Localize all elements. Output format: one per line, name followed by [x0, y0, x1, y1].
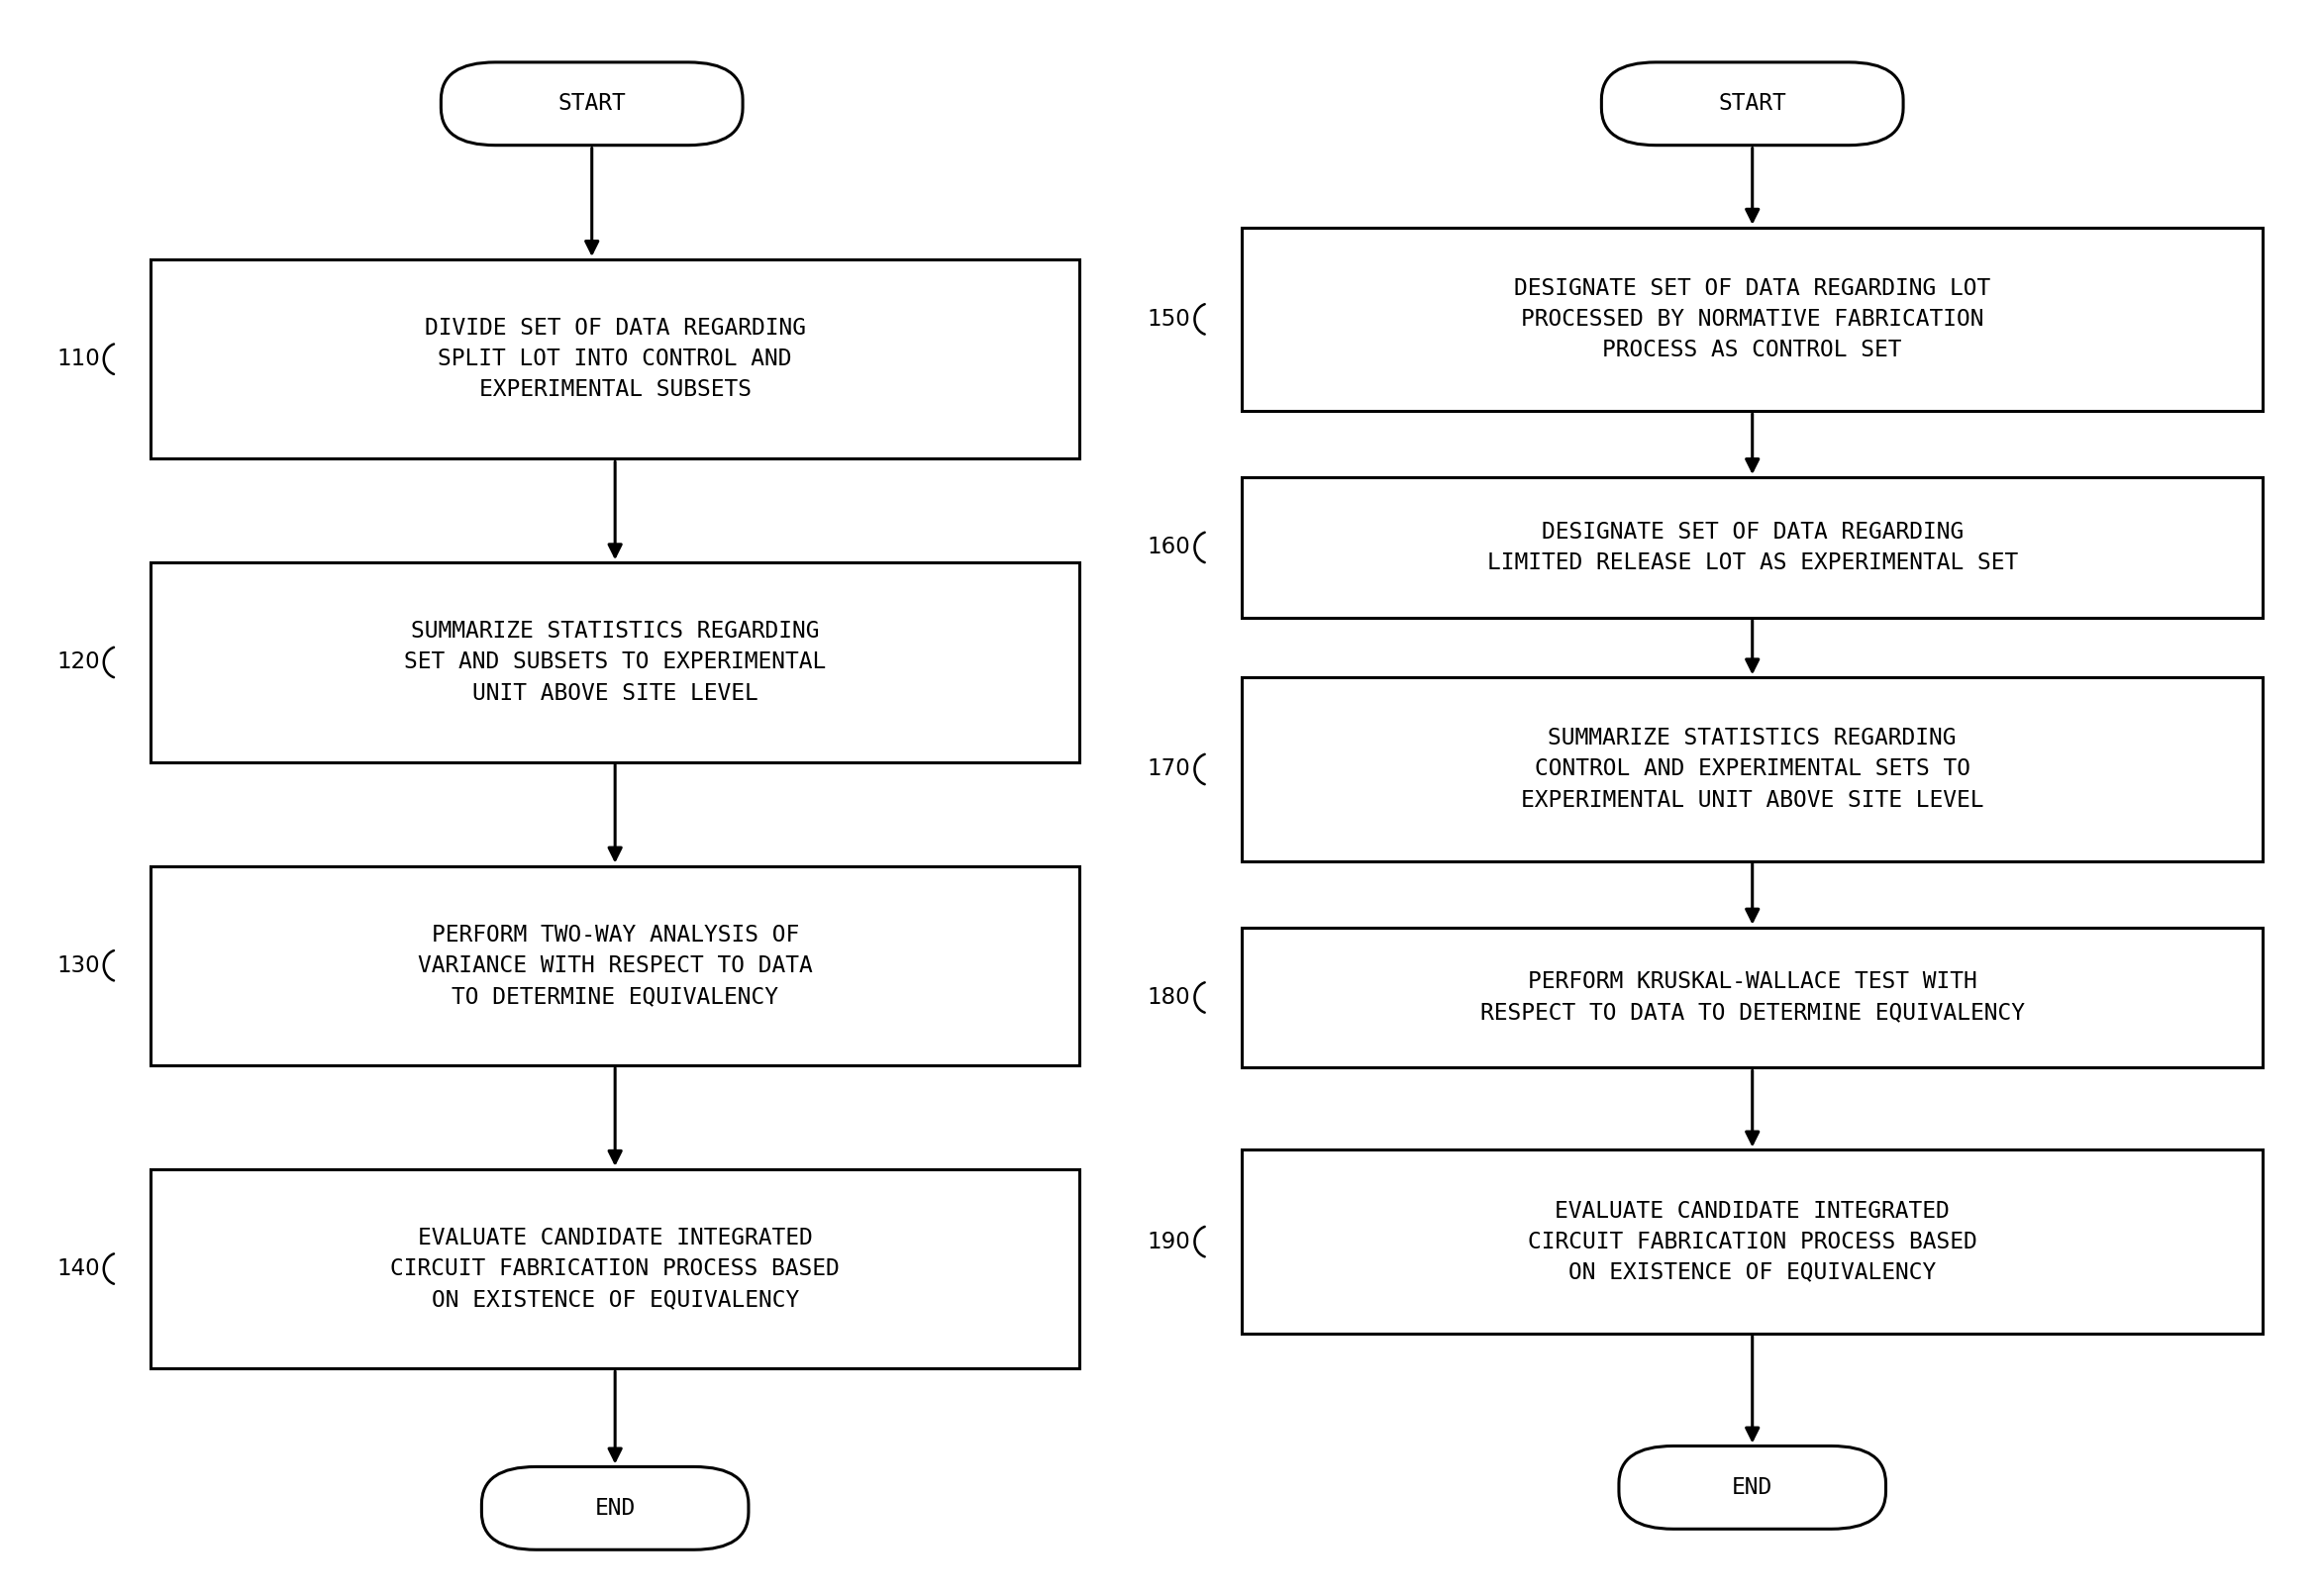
Text: 120: 120 — [56, 651, 100, 674]
Bar — [1242, 1149, 2263, 1333]
Text: 170: 170 — [1147, 758, 1191, 780]
Text: END: END — [594, 1497, 636, 1519]
Text: EVALUATE CANDIDATE INTEGRATED
CIRCUIT FABRICATION PROCESS BASED
ON EXISTENCE OF : EVALUATE CANDIDATE INTEGRATED CIRCUIT FA… — [1527, 1200, 1977, 1283]
Text: SUMMARIZE STATISTICS REGARDING
CONTROL AND EXPERIMENTAL SETS TO
EXPERIMENTAL UNI: SUMMARIZE STATISTICS REGARDING CONTROL A… — [1520, 728, 1984, 811]
Text: START: START — [557, 93, 627, 115]
Text: 160: 160 — [1147, 536, 1191, 559]
Bar — [1242, 228, 2263, 410]
Text: DIVIDE SET OF DATA REGARDING
SPLIT LOT INTO CONTROL AND
EXPERIMENTAL SUBSETS: DIVIDE SET OF DATA REGARDING SPLIT LOT I… — [425, 318, 805, 401]
Bar — [151, 865, 1079, 1066]
Text: SUMMARIZE STATISTICS REGARDING
SET AND SUBSETS TO EXPERIMENTAL
UNIT ABOVE SITE L: SUMMARIZE STATISTICS REGARDING SET AND S… — [404, 621, 826, 704]
Text: 140: 140 — [56, 1258, 100, 1280]
Bar — [1242, 677, 2263, 862]
Bar — [151, 563, 1079, 763]
Text: 110: 110 — [56, 348, 100, 370]
FancyBboxPatch shape — [1601, 62, 1903, 145]
Text: 150: 150 — [1147, 308, 1191, 330]
Text: 130: 130 — [56, 954, 100, 977]
Text: DESIGNATE SET OF DATA REGARDING LOT
PROCESSED BY NORMATIVE FABRICATION
PROCESS A: DESIGNATE SET OF DATA REGARDING LOT PROC… — [1513, 278, 1991, 361]
Text: DESIGNATE SET OF DATA REGARDING
LIMITED RELEASE LOT AS EXPERIMENTAL SET: DESIGNATE SET OF DATA REGARDING LIMITED … — [1488, 520, 2017, 575]
Text: EVALUATE CANDIDATE INTEGRATED
CIRCUIT FABRICATION PROCESS BASED
ON EXISTENCE OF : EVALUATE CANDIDATE INTEGRATED CIRCUIT FA… — [390, 1227, 840, 1310]
Text: PERFORM KRUSKAL-WALLACE TEST WITH
RESPECT TO DATA TO DETERMINE EQUIVALENCY: PERFORM KRUSKAL-WALLACE TEST WITH RESPEC… — [1481, 970, 2024, 1025]
Text: 180: 180 — [1147, 986, 1191, 1009]
Bar — [151, 259, 1079, 460]
Text: PERFORM TWO-WAY ANALYSIS OF
VARIANCE WITH RESPECT TO DATA
TO DETERMINE EQUIVALEN: PERFORM TWO-WAY ANALYSIS OF VARIANCE WIT… — [418, 924, 812, 1007]
Text: END: END — [1731, 1476, 1773, 1499]
FancyBboxPatch shape — [483, 1467, 747, 1550]
Bar — [1242, 477, 2263, 618]
Text: 190: 190 — [1147, 1231, 1191, 1253]
Bar — [151, 1168, 1079, 1369]
Text: START: START — [1718, 93, 1787, 115]
FancyBboxPatch shape — [1620, 1446, 1885, 1529]
FancyBboxPatch shape — [441, 62, 743, 145]
Bar — [1242, 927, 2263, 1068]
